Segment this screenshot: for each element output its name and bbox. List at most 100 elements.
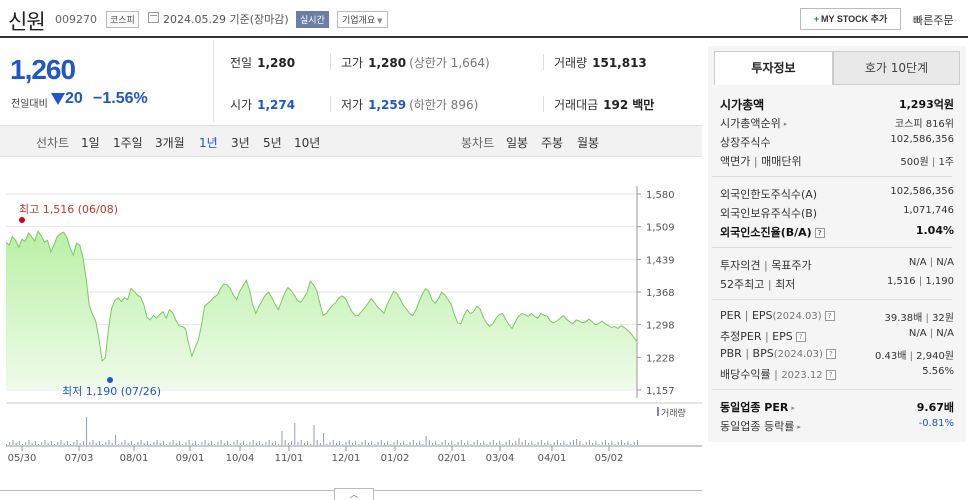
- plus-icon: +: [813, 14, 819, 24]
- volume-bar: [137, 442, 139, 445]
- volume-bar: [28, 440, 30, 445]
- volume-bar: [428, 440, 430, 445]
- bps-label: BPS: [752, 347, 774, 360]
- low-label: 최저 1,190 (07/26): [62, 385, 161, 398]
- volume-bar: [380, 440, 382, 445]
- volume-bar: [524, 440, 526, 445]
- candle-daily[interactable]: 일봉: [506, 136, 529, 150]
- volume-bar: [617, 442, 619, 445]
- volume-bar: [41, 442, 43, 445]
- volume-bar: [620, 440, 622, 445]
- volume-bar: [422, 444, 424, 445]
- volume-bar: [588, 440, 590, 445]
- dividend-period: 2023.12: [781, 370, 823, 381]
- est-eps-label: EPS: [772, 330, 793, 343]
- period-1d[interactable]: 1일: [81, 136, 100, 150]
- fast-order-link[interactable]: 빠른주문: [913, 14, 954, 27]
- volume-bar: [502, 444, 504, 445]
- mkt-cap-row: 시가총액 1,293억원: [720, 96, 954, 114]
- x-tick-label: 03/04: [486, 453, 515, 464]
- foreign-limit-value: 102,586,356: [890, 186, 954, 197]
- volume-bar: [316, 440, 318, 445]
- help-icon[interactable]: ?: [825, 349, 836, 359]
- volume-bar: [268, 440, 270, 445]
- sector-per-row[interactable]: 동일업종 PER ▸ 9.67배: [720, 399, 954, 417]
- volume-bar: [188, 440, 190, 445]
- volume-bar: [159, 443, 161, 445]
- volume-bar: [457, 442, 459, 445]
- mkt-rank-row[interactable]: 시가총액순위 ▸ 코스피 816위: [720, 115, 954, 133]
- quote-summary: 1,260 전일대비 20 −1.56% 전일 1,280 고가 1,280 (상한가…: [0, 40, 702, 122]
- pbr-period: (2024.03): [773, 349, 823, 360]
- tab-invest-info[interactable]: 투자정보: [714, 51, 833, 85]
- x-tick-label: 02/01: [438, 453, 467, 464]
- w52-row: 52주최고 | 최저 1,516 | 1,190: [720, 276, 954, 294]
- tab-orderbook[interactable]: 호가 10단계: [833, 51, 960, 85]
- volume-bar: [102, 444, 104, 445]
- volume-bar: [162, 441, 164, 445]
- help-icon[interactable]: ?: [824, 311, 835, 321]
- help-icon[interactable]: ?: [825, 370, 836, 380]
- x-tick-label: 12/01: [332, 453, 361, 464]
- volume-bar: [329, 442, 331, 445]
- sector-change-row[interactable]: 동일업종 등락률 ▸ -0.81%: [720, 418, 954, 436]
- candle-monthly[interactable]: 월봉: [577, 136, 600, 150]
- eps-label: EPS: [751, 309, 773, 322]
- add-my-stock-button[interactable]: + MY STOCK 추가: [800, 8, 901, 30]
- period-1y[interactable]: 1년: [199, 136, 218, 150]
- volume-bar: [332, 440, 334, 445]
- est-per-label: 추정PER: [720, 330, 762, 343]
- per-labels: PER | EPS(2024.03)?: [720, 309, 835, 322]
- volume-bar: [415, 443, 417, 445]
- par-value: 500원: [900, 157, 929, 168]
- volume-bar: [377, 442, 379, 445]
- collapse-chart-button[interactable]: ︿: [334, 488, 374, 500]
- volume-bar: [201, 442, 203, 445]
- volume-bar: [505, 442, 507, 445]
- pbr-row: PBR | BPS(2024.03)? 0.43배 | 2,940원: [720, 347, 954, 365]
- amount-value: 192: [603, 98, 629, 112]
- foreign-hold-row: 외국인보유주식수(B) 1,071,746: [720, 205, 954, 223]
- volume-bar: [601, 442, 603, 445]
- volume-bar: [66, 441, 68, 445]
- volume-bar: [419, 441, 421, 445]
- volume-bar: [371, 441, 373, 445]
- volume-bar: [185, 442, 187, 445]
- sector-per-label: 동일업종 PER: [720, 401, 789, 414]
- volume-bar: [291, 441, 293, 445]
- period-5y[interactable]: 5년: [263, 136, 282, 150]
- volume-bar: [633, 442, 635, 445]
- mkt-rank-label-wrap: 시가총액순위 ▸: [720, 115, 787, 131]
- par-unit-row: 액면가 | 매매단위 500원 | 1주: [720, 153, 954, 171]
- foreign-ratio-label-wrap: 외국인소진율(B/A)?: [720, 224, 825, 240]
- shares-value: 102,586,356: [890, 134, 954, 145]
- volume-bar: [70, 444, 72, 445]
- help-icon[interactable]: ?: [795, 332, 806, 342]
- volume-bar: [460, 440, 462, 445]
- volume-bar: [307, 441, 309, 445]
- target-label: 목표주가: [771, 259, 812, 272]
- candle-weekly[interactable]: 주봉: [541, 136, 564, 150]
- volume-bar: [18, 441, 20, 445]
- period-10y[interactable]: 10년: [294, 136, 321, 150]
- volume-bar: [544, 443, 546, 445]
- price-chart[interactable]: 1,580 1,509 1,439 1,368 1,298 1,228 1,157 최고 1…: [0, 157, 702, 500]
- period-3y[interactable]: 3년: [231, 136, 250, 150]
- target-value: N/A: [936, 257, 954, 268]
- period-3m[interactable]: 3개월: [155, 136, 185, 150]
- volume-bar: [406, 444, 408, 445]
- down-triangle-icon: [51, 93, 65, 105]
- realtime-button[interactable]: 실시간: [296, 11, 329, 28]
- period-1w[interactable]: 1주일: [113, 136, 143, 150]
- help-icon[interactable]: ?: [814, 228, 825, 238]
- volume-bar: [348, 440, 350, 445]
- volume-bar: [150, 444, 152, 445]
- volume-bar: [217, 442, 219, 445]
- sector-change-label-wrap: 동일업종 등락률 ▸: [720, 418, 801, 434]
- volume-bar: [585, 442, 587, 445]
- pipe: |: [750, 155, 762, 168]
- pipe: |: [741, 309, 752, 322]
- volume-bar: [566, 444, 568, 445]
- amount-unit: 백만: [632, 98, 655, 112]
- corp-info-dropdown[interactable]: 기업개요 ▼: [337, 11, 388, 28]
